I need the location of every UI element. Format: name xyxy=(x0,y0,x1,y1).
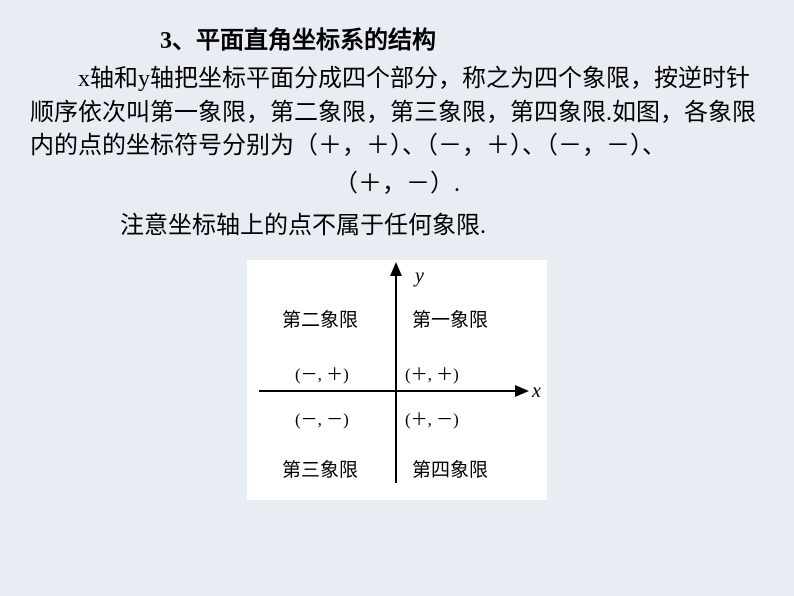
quadrant-2-sign: (－, ＋) xyxy=(295,360,349,385)
body-paragraph-tail: （＋，－）. xyxy=(30,168,764,202)
quadrant-1-name: 第一象限 xyxy=(412,305,488,332)
diagram-container: y x 第一象限 (＋, ＋) 第二象限 (－, ＋) 第三象限 (－, －) … xyxy=(30,260,764,500)
y-axis-arrow-icon xyxy=(390,262,402,276)
quadrant-4-name: 第四象限 xyxy=(412,455,488,482)
coordinate-diagram: y x 第一象限 (＋, ＋) 第二象限 (－, ＋) 第三象限 (－, －) … xyxy=(247,260,547,500)
y-axis-line xyxy=(395,268,397,483)
note-text: 注意坐标轴上的点不属于任何象限. xyxy=(120,205,764,240)
body-paragraph: x轴和y轴把坐标平面分成四个部分，称之为四个象限，按逆时针顺序依次叫第一象限，第… xyxy=(30,63,764,164)
x-axis-line xyxy=(259,390,519,392)
quadrant-1-sign: (＋, ＋) xyxy=(405,360,459,385)
x-axis-label: x xyxy=(532,380,541,403)
quadrant-3-name: 第三象限 xyxy=(282,455,358,482)
quadrant-3-sign: (－, －) xyxy=(295,405,349,430)
quadrant-2-name: 第二象限 xyxy=(282,305,358,332)
x-axis-arrow-icon xyxy=(515,385,529,397)
section-title: 3、平面直角坐标系的结构 xyxy=(160,20,764,55)
quadrant-4-sign: (＋, －) xyxy=(405,405,459,430)
y-axis-label: y xyxy=(415,265,424,288)
